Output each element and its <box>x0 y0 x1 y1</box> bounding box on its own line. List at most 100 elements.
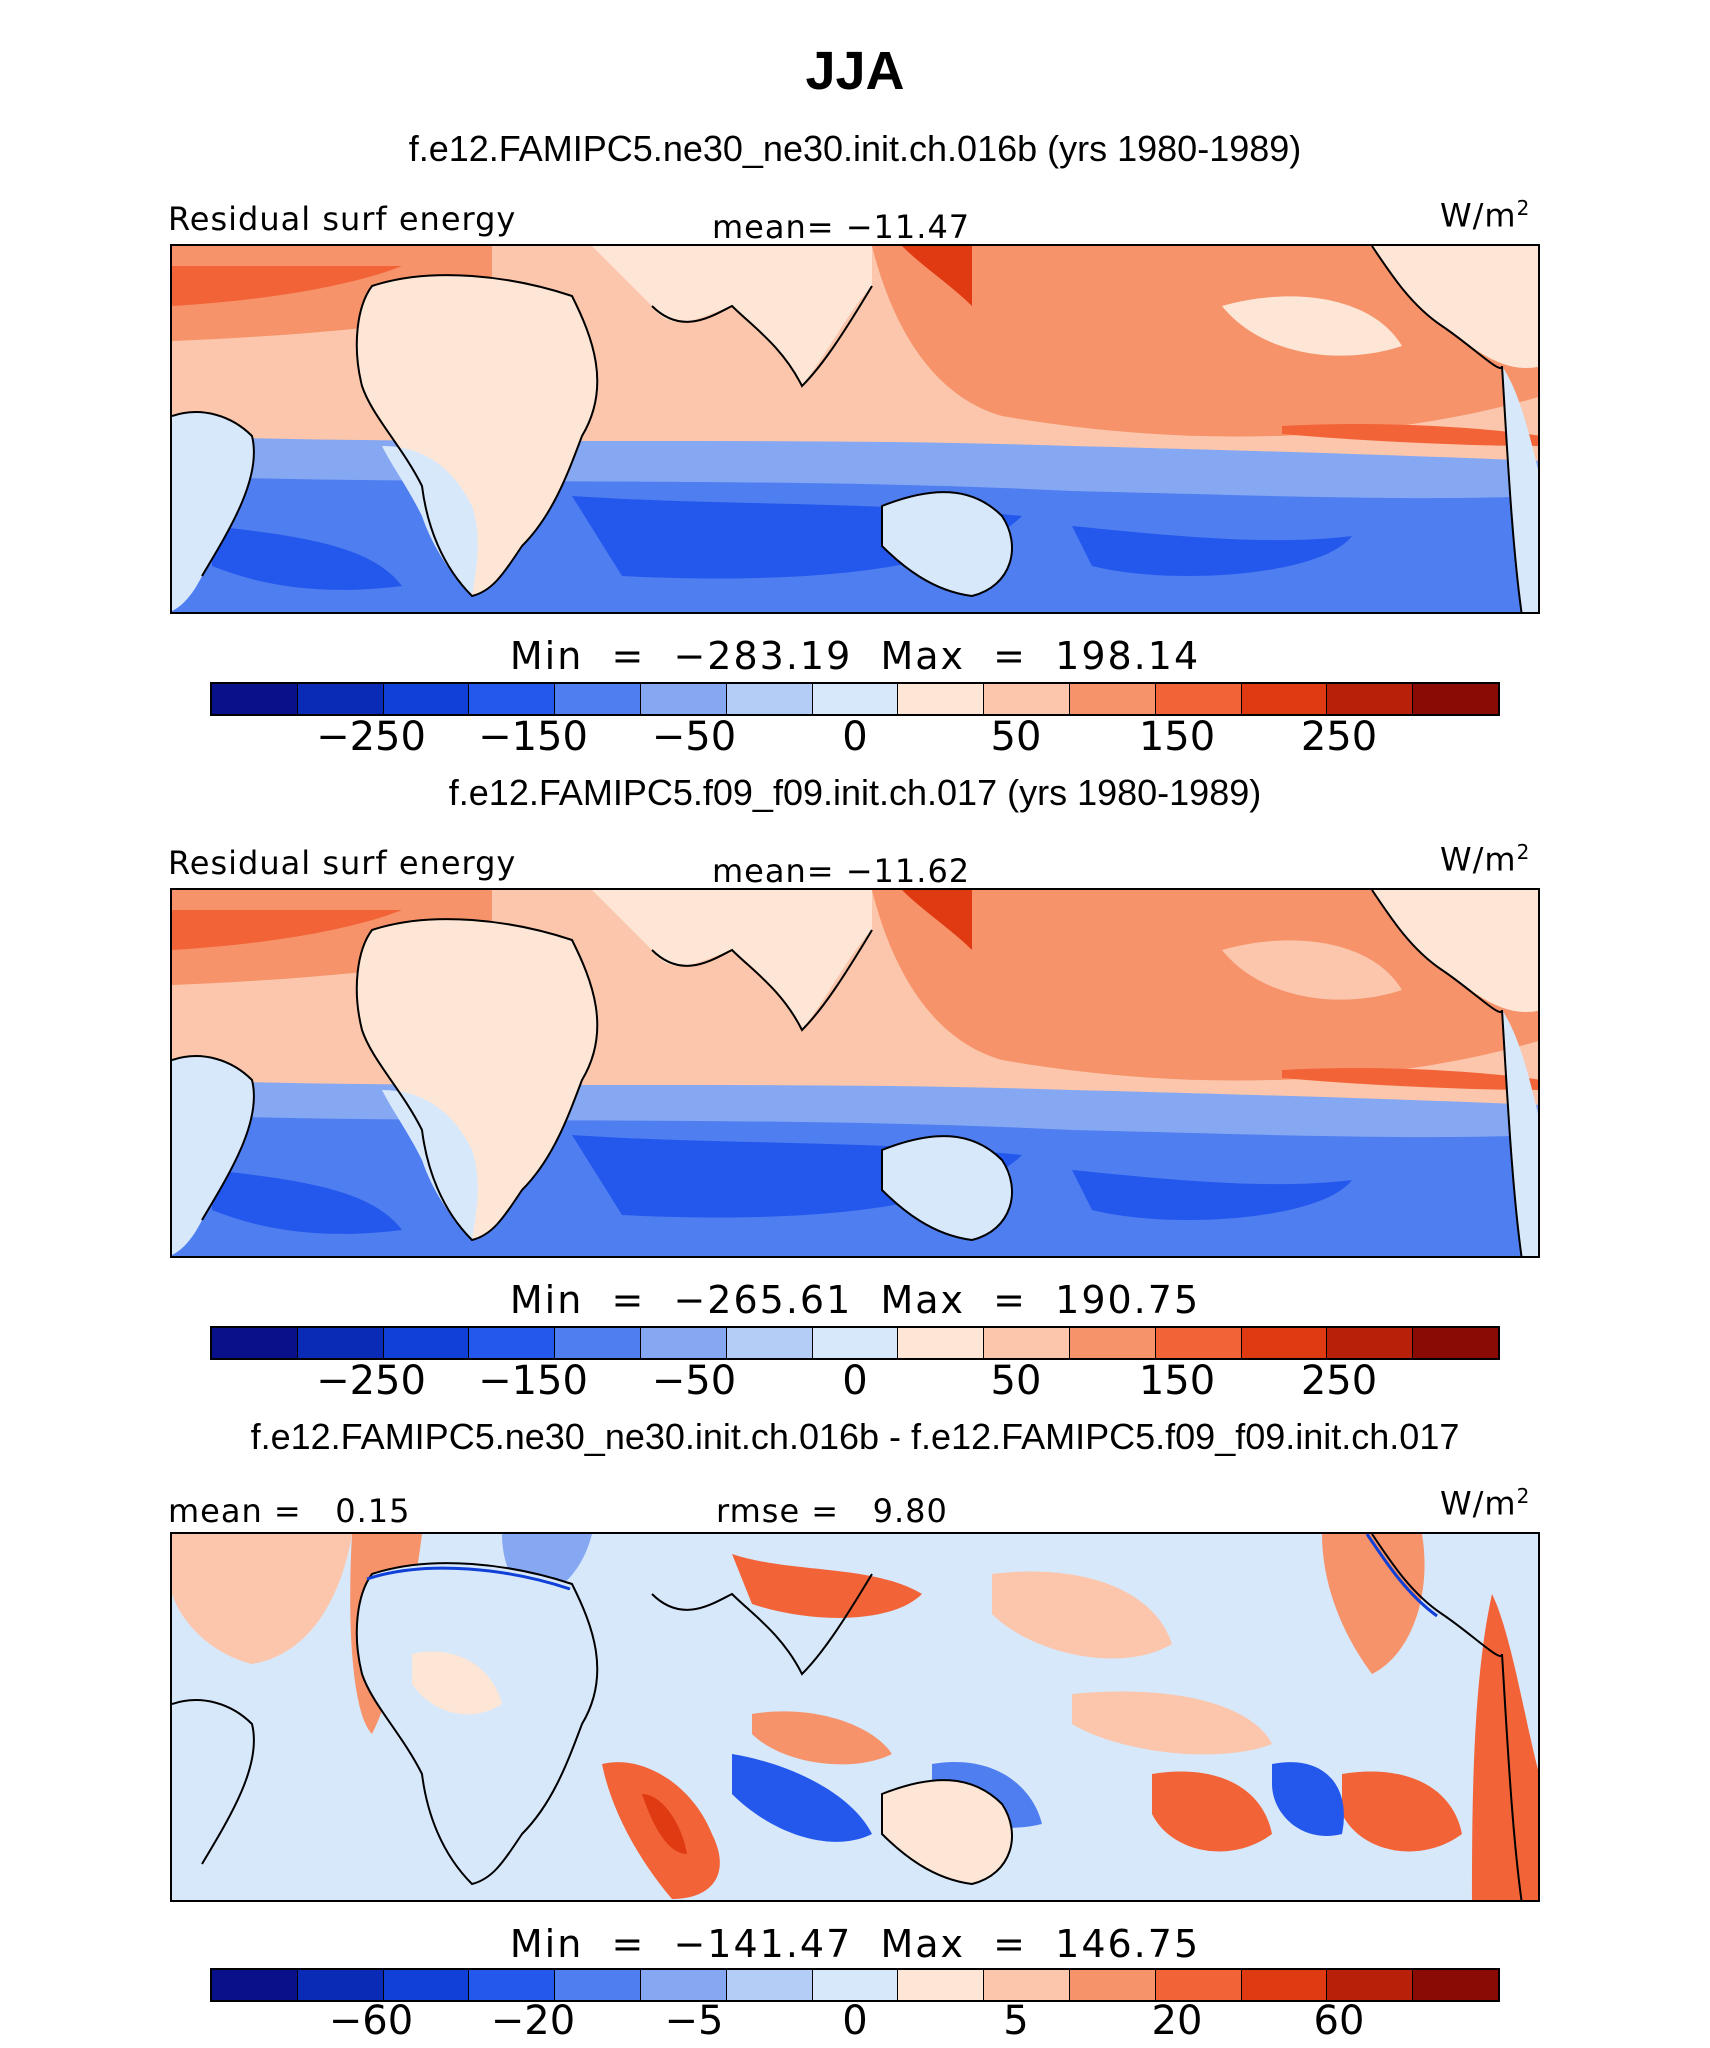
panel1-max-label: Max <box>880 634 965 678</box>
panel3-units: W/m2 <box>1440 1484 1530 1523</box>
colorbar-swatch <box>1069 684 1156 714</box>
panel3-min-label: Min <box>509 1922 584 1966</box>
colorbar-swatch <box>212 684 298 714</box>
panel2-min-label: Min <box>509 1278 584 1322</box>
figure-title: JJA <box>805 41 905 101</box>
colorbar-swatch <box>1155 1970 1242 2000</box>
panel3-tick-label: 5 <box>1003 1998 1029 2044</box>
panel2-units: W/m2 <box>1440 840 1530 879</box>
panel1-tick-label: 50 <box>990 714 1042 760</box>
panel3-max-label: Max <box>880 1922 965 1966</box>
panel3-min-value: −141.47 <box>673 1922 853 1966</box>
panel2-map <box>170 888 1540 1258</box>
panel1-subtitle: f.e12.FAMIPC5.ne30_ne30.init.ch.016b (yr… <box>408 128 1302 169</box>
colorbar-swatch <box>984 684 1070 714</box>
panel3-tick-label: −20 <box>490 1998 576 2044</box>
colorbar-swatch <box>726 1328 813 1358</box>
panel1-variable-label: Residual surf energy <box>168 200 517 238</box>
panel2-variable-label: Residual surf energy <box>168 844 517 882</box>
colorbar-swatch <box>984 1328 1070 1358</box>
panel2-colorbar <box>210 1326 1500 1360</box>
colorbar-swatch <box>898 684 985 714</box>
colorbar-swatch <box>1413 684 1498 714</box>
colorbar-swatch <box>555 684 641 714</box>
colorbar-swatch <box>1155 1328 1242 1358</box>
panel3-tick-label: 20 <box>1151 1998 1203 2044</box>
colorbar-swatch <box>640 1328 727 1358</box>
colorbar-swatch <box>469 1328 556 1358</box>
panel1-units-exponent: 2 <box>1516 196 1531 220</box>
colorbar-swatch <box>469 1970 556 2000</box>
colorbar-swatch <box>1155 684 1242 714</box>
panel3-mean-label: mean = 0.15 <box>168 1492 411 1530</box>
panel2-tick-label: −50 <box>651 1358 737 1404</box>
panel1-tick-label: 250 <box>1300 714 1378 760</box>
colorbar-swatch <box>297 684 384 714</box>
panel1-min-max: Min = −283.19 Max = 198.14 <box>509 634 1201 678</box>
panel2-max-value: 190.75 <box>1055 1278 1201 1322</box>
colorbar-swatch <box>555 1328 641 1358</box>
panel1-mean-label: mean= −11.47 <box>712 208 971 246</box>
panel2-tick-label: 0 <box>842 1358 868 1404</box>
panel3-units-exponent: 2 <box>1516 1484 1531 1508</box>
colorbar-swatch <box>469 684 556 714</box>
panel3-max-value: 146.75 <box>1055 1922 1201 1966</box>
colorbar-swatch <box>812 1970 899 2000</box>
colorbar-swatch <box>1413 1328 1498 1358</box>
panel1-units: W/m2 <box>1440 196 1530 235</box>
colorbar-swatch <box>555 1970 641 2000</box>
colorbar-swatch <box>1327 1970 1414 2000</box>
colorbar-swatch <box>212 1970 298 2000</box>
panel2-units-exponent: 2 <box>1516 840 1531 864</box>
colorbar-swatch <box>898 1970 985 2000</box>
panel3-tick-label: −5 <box>664 1998 724 2044</box>
colorbar-swatch <box>212 1328 298 1358</box>
panel1-tick-label: −250 <box>316 714 426 760</box>
panel3-units-base: W/m <box>1440 1484 1517 1523</box>
colorbar-swatch <box>640 684 727 714</box>
panel1-units-base: W/m <box>1440 196 1517 235</box>
panel2-tick-label: 150 <box>1138 1358 1216 1404</box>
colorbar-swatch <box>812 1328 899 1358</box>
panel1-colorbar <box>210 682 1500 716</box>
panel2-tick-label: −250 <box>316 1358 426 1404</box>
panel3-tick-label: 0 <box>842 1998 868 2044</box>
colorbar-swatch <box>726 684 813 714</box>
colorbar-swatch <box>1327 684 1414 714</box>
colorbar-swatch <box>1069 1328 1156 1358</box>
colorbar-swatch <box>1241 1328 1328 1358</box>
panel2-mean-label: mean= −11.62 <box>712 852 971 890</box>
colorbar-swatch <box>383 1970 470 2000</box>
colorbar-swatch <box>1327 1328 1414 1358</box>
colorbar-swatch <box>383 684 470 714</box>
panel2-subtitle: f.e12.FAMIPC5.f09_f09.init.ch.017 (yrs 1… <box>448 772 1262 813</box>
panel1-tick-label: −50 <box>651 714 737 760</box>
panel2-min-max: Min = −265.61 Max = 190.75 <box>509 1278 1201 1322</box>
colorbar-swatch <box>1241 1970 1328 2000</box>
panel1-tick-label: −150 <box>478 714 588 760</box>
colorbar-swatch <box>726 1970 813 2000</box>
colorbar-swatch <box>984 1970 1070 2000</box>
colorbar-swatch <box>812 684 899 714</box>
panel1-max-value: 198.14 <box>1055 634 1201 678</box>
panel3-rmse-label: rmse = 9.80 <box>716 1492 948 1530</box>
panel3-subtitle: f.e12.FAMIPC5.ne30_ne30.init.ch.016b - f… <box>250 1416 1460 1457</box>
colorbar-swatch <box>1241 684 1328 714</box>
panel1-tick-label: 150 <box>1138 714 1216 760</box>
panel3-tick-label: −60 <box>328 1998 414 2044</box>
panel1-min-label: Min <box>509 634 584 678</box>
panel1-tick-label: 0 <box>842 714 868 760</box>
panel3-colorbar <box>210 1968 1500 2002</box>
colorbar-swatch <box>1413 1970 1498 2000</box>
panel2-units-base: W/m <box>1440 840 1517 879</box>
panel2-tick-label: −150 <box>478 1358 588 1404</box>
panel2-tick-label: 250 <box>1300 1358 1378 1404</box>
colorbar-swatch <box>640 1970 727 2000</box>
panel1-min-value: −283.19 <box>673 634 853 678</box>
panel2-min-value: −265.61 <box>673 1278 853 1322</box>
panel3-map <box>170 1532 1540 1902</box>
panel3-tick-label: 60 <box>1313 1998 1365 2044</box>
colorbar-swatch <box>898 1328 985 1358</box>
panel2-max-label: Max <box>880 1278 965 1322</box>
colorbar-swatch <box>297 1328 384 1358</box>
